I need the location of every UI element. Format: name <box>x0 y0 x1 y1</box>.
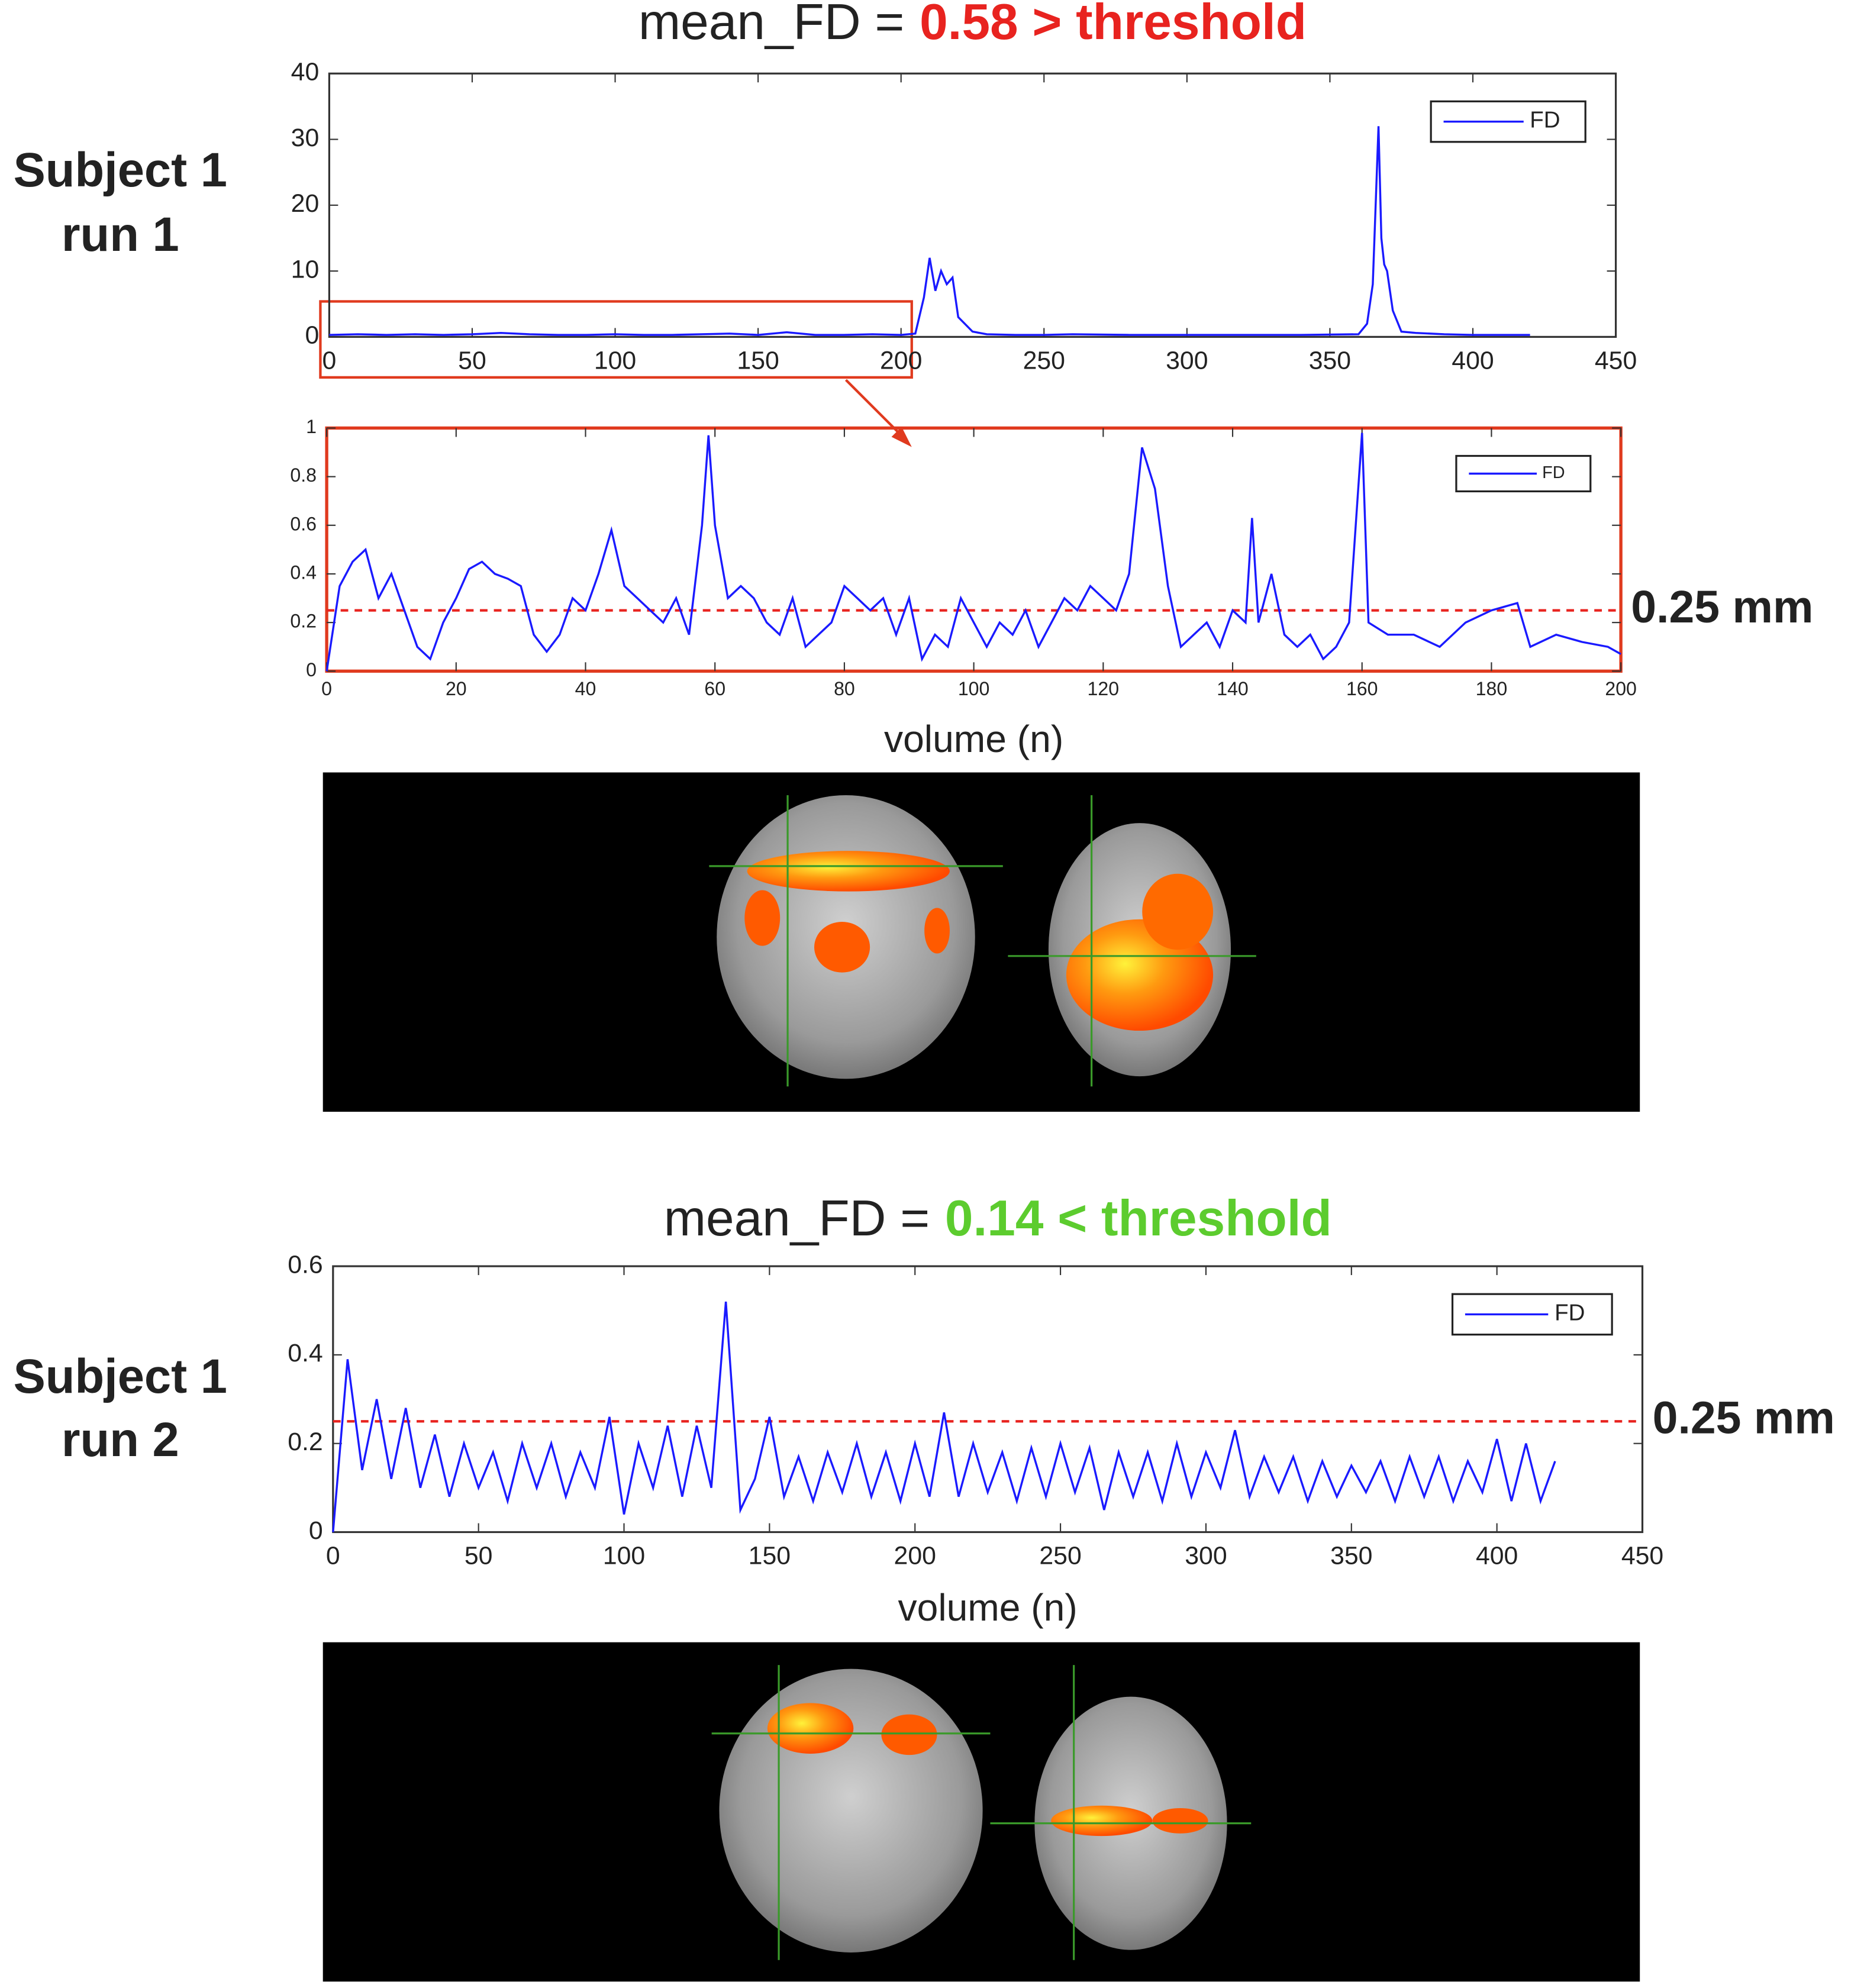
plot-frame <box>325 426 1623 673</box>
y-tick-label: 10 <box>291 255 320 283</box>
y-tick-label: 0 <box>309 1516 323 1545</box>
x-tick-label: 300 <box>1185 1542 1227 1570</box>
legend-label: FD <box>1530 108 1560 133</box>
fd-line <box>325 433 1621 672</box>
x-tick-label: 100 <box>603 1542 645 1570</box>
x-tick-label: 400 <box>1452 346 1494 375</box>
x-tick-label: 40 <box>575 678 596 699</box>
y-tick-label: 20 <box>291 189 320 218</box>
x-tick-label: 250 <box>1023 346 1065 375</box>
x-tick-label: 200 <box>894 1542 936 1570</box>
threshold-label: 0.25 mm <box>1631 582 1813 632</box>
y-tick-label: 1 <box>306 416 317 437</box>
row-label: run 1 <box>62 208 179 262</box>
fd-line <box>329 126 1530 336</box>
fd-line <box>332 1301 1556 1532</box>
x-tick-label: 0 <box>321 678 332 699</box>
x-tick-label: 200 <box>880 346 922 375</box>
title-status: 0.58 > threshold <box>920 0 1307 50</box>
chart-title: mean_FD = 0.14 < threshold <box>664 1190 1332 1247</box>
y-tick-label: 0.2 <box>288 1428 323 1456</box>
y-tick-label: 0.4 <box>290 561 317 583</box>
x-axis-label: volume (n) <box>884 718 1063 760</box>
brain-image <box>323 1642 1640 1982</box>
x-tick-label: 300 <box>1166 346 1208 375</box>
title-text: mean_FD = <box>664 1190 930 1247</box>
legend-label: FD <box>1555 1300 1585 1326</box>
y-tick-label: 40 <box>291 58 320 86</box>
x-tick-label: 140 <box>1217 678 1249 699</box>
y-tick-label: 0 <box>305 321 319 350</box>
legend-label: FD <box>1542 463 1565 482</box>
title-status: 0.14 < threshold <box>945 1190 1332 1247</box>
y-tick-label: 0.2 <box>290 611 317 632</box>
x-tick-label: 160 <box>1346 678 1378 699</box>
title-text: mean_FD = <box>638 0 904 50</box>
x-tick-label: 200 <box>1605 678 1637 699</box>
brain-image <box>323 772 1640 1112</box>
x-tick-label: 50 <box>458 346 486 375</box>
x-tick-label: 20 <box>446 678 467 699</box>
y-tick-label: 0.6 <box>290 513 317 534</box>
chart-title: mean_FD = 0.58 > threshold <box>638 0 1307 50</box>
x-tick-label: 350 <box>1309 346 1351 375</box>
x-tick-label: 120 <box>1088 678 1120 699</box>
y-tick-label: 0 <box>306 659 317 680</box>
row-label: Subject 1 <box>14 1350 227 1403</box>
y-tick-label: 30 <box>291 124 320 152</box>
y-tick-label: 0.8 <box>290 464 317 486</box>
x-tick-label: 180 <box>1476 678 1508 699</box>
plot-frame <box>332 1265 1644 1534</box>
row-label: run 2 <box>62 1413 179 1467</box>
x-tick-label: 450 <box>1595 346 1637 375</box>
x-tick-label: 400 <box>1476 1542 1518 1570</box>
x-axis-label: volume (n) <box>898 1586 1078 1629</box>
y-tick-label: 0.6 <box>288 1250 323 1279</box>
x-tick-label: 50 <box>465 1542 493 1570</box>
x-tick-label: 0 <box>322 346 336 375</box>
plot-frame <box>328 72 1617 338</box>
arrow-head <box>891 427 912 447</box>
zoom-box <box>319 300 913 379</box>
threshold-label: 0.25 mm <box>1653 1393 1835 1444</box>
x-tick-label: 150 <box>737 346 779 375</box>
x-tick-label: 350 <box>1330 1542 1372 1570</box>
x-tick-label: 250 <box>1039 1542 1081 1570</box>
x-tick-label: 100 <box>594 346 636 375</box>
x-tick-label: 80 <box>834 678 855 699</box>
x-tick-label: 60 <box>704 678 725 699</box>
y-tick-label: 0.4 <box>288 1339 323 1367</box>
x-tick-label: 0 <box>326 1542 340 1570</box>
x-tick-label: 450 <box>1621 1542 1663 1570</box>
row-label: Subject 1 <box>14 143 227 197</box>
x-tick-label: 150 <box>749 1542 791 1570</box>
x-tick-label: 100 <box>958 678 990 699</box>
